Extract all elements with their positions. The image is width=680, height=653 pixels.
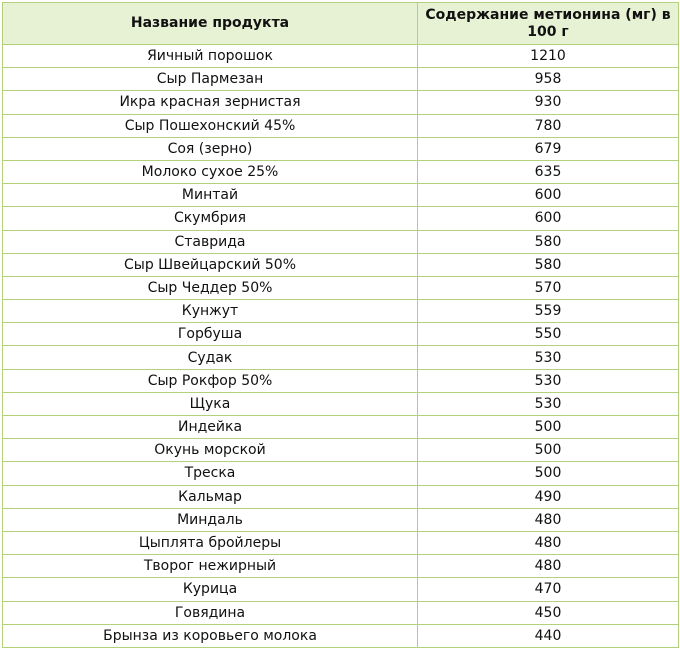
methionine-value-cell: 500	[417, 461, 679, 486]
methionine-value-cell: 530	[417, 391, 679, 417]
methionine-value-cell: 480	[417, 554, 679, 579]
methionine-value-cell: 958	[417, 67, 679, 92]
product-name-cell: Кунжут	[2, 299, 418, 324]
methionine-value-cell: 450	[417, 600, 679, 625]
table-row: Сыр Пошехонский 45% 780	[2, 113, 679, 138]
table-header-row: Название продукта Содержание метионина (…	[2, 2, 679, 45]
methionine-value-cell: 580	[417, 252, 679, 277]
table-row: Молоко сухое 25% 635	[2, 159, 679, 185]
product-name-cell: Сыр Швейцарский 50%	[2, 252, 418, 277]
methionine-value-cell: 930	[417, 90, 679, 115]
table-row: Цыплята бройлеры 480	[2, 530, 679, 556]
methionine-value-cell: 580	[417, 229, 679, 254]
table-row: Щука 530	[2, 391, 679, 417]
methionine-value-cell: 780	[417, 113, 679, 138]
table-row: Кальмар 490	[2, 484, 679, 509]
product-name-cell: Сыр Пармезан	[2, 67, 418, 92]
table-row: Окунь морской 500	[2, 438, 679, 463]
methionine-value-cell: 490	[417, 484, 679, 509]
product-name-cell: Судак	[2, 345, 418, 370]
table-row: Горбуша 550	[2, 322, 679, 347]
product-name-cell: Ставрида	[2, 229, 418, 254]
table-row: Треска 500	[2, 461, 679, 486]
methionine-value-cell: 679	[417, 136, 679, 161]
methionine-value-cell: 600	[417, 183, 679, 208]
product-name-cell: Молоко сухое 25%	[2, 159, 418, 185]
table-row: Говядина 450	[2, 600, 679, 625]
product-name-cell: Яичный порошок	[2, 43, 418, 69]
product-name-cell: Икра красная зернистая	[2, 90, 418, 115]
table-row: Творог нежирный 480	[2, 554, 679, 579]
product-name-cell: Соя (зерно)	[2, 136, 418, 161]
product-name-cell: Творог нежирный	[2, 554, 418, 579]
product-name-cell: Окунь морской	[2, 438, 418, 463]
table-row: Сыр Чеддер 50% 570	[2, 275, 679, 301]
methionine-value-cell: 559	[417, 299, 679, 324]
table-row: Кунжут 559	[2, 299, 679, 324]
table-body: Яичный порошок 1210 Сыр Пармезан 958 Икра кр…	[2, 43, 679, 648]
methionine-value-cell: 550	[417, 322, 679, 347]
methionine-value-cell: 470	[417, 577, 679, 602]
methionine-value-cell: 570	[417, 275, 679, 301]
methionine-value-cell: 635	[417, 159, 679, 185]
methionine-value-cell: 600	[417, 206, 679, 231]
methionine-value-cell: 530	[417, 345, 679, 370]
table-row: Сыр Швейцарский 50% 580	[2, 252, 679, 277]
methionine-value-cell: 500	[417, 438, 679, 463]
product-name-cell: Кальмар	[2, 484, 418, 509]
table-row: Сыр Пармезан 958	[2, 67, 679, 92]
product-name-cell: Сыр Рокфор 50%	[2, 368, 418, 393]
product-name-cell: Цыплята бройлеры	[2, 530, 418, 556]
methionine-value-cell: 440	[417, 623, 679, 648]
table-row: Икра красная зернистая 930	[2, 90, 679, 115]
product-name-cell: Скумбрия	[2, 206, 418, 231]
table-row: Индейка 500	[2, 414, 679, 440]
table-row: Ставрида 580	[2, 229, 679, 254]
product-name-cell: Миндаль	[2, 507, 418, 532]
product-name-cell: Минтай	[2, 183, 418, 208]
product-name-cell: Треска	[2, 461, 418, 486]
methionine-value-cell: 530	[417, 368, 679, 393]
methionine-value-cell: 480	[417, 507, 679, 532]
table-row: Сыр Рокфор 50% 530	[2, 368, 679, 393]
table-row: Судак 530	[2, 345, 679, 370]
table-row: Брынза из коровьего молока 440	[2, 623, 679, 648]
table-row: Яичный порошок 1210	[2, 43, 679, 69]
product-name-cell: Сыр Чеддер 50%	[2, 275, 418, 301]
methionine-value-cell: 480	[417, 530, 679, 556]
product-name-cell: Курица	[2, 577, 418, 602]
product-name-cell: Щука	[2, 391, 418, 417]
table-row: Соя (зерно) 679	[2, 136, 679, 161]
product-name-cell: Брынза из коровьего молока	[2, 623, 418, 648]
product-name-cell: Сыр Пошехонский 45%	[2, 113, 418, 138]
methionine-value-cell: 500	[417, 414, 679, 440]
table-row: Скумбрия 600	[2, 206, 679, 231]
column-header-product-name: Название продукта	[2, 2, 418, 45]
table-row: Минтай 600	[2, 183, 679, 208]
table-row: Миндаль 480	[2, 507, 679, 532]
product-name-cell: Индейка	[2, 414, 418, 440]
methionine-value-cell: 1210	[417, 43, 679, 69]
table-row: Курица 470	[2, 577, 679, 602]
product-name-cell: Говядина	[2, 600, 418, 625]
product-name-cell: Горбуша	[2, 322, 418, 347]
column-header-methionine-content: Содержание метионина (мг) в 100 г	[417, 2, 679, 45]
